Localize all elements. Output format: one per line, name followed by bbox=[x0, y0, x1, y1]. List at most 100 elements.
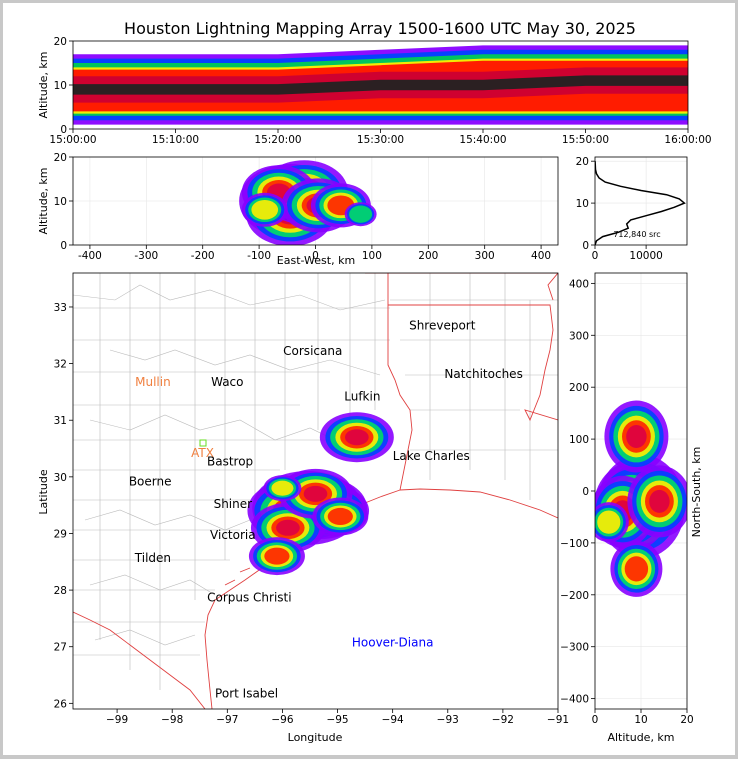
map-cell-4-ring-5 bbox=[276, 519, 300, 536]
map-cell-6-ring-4 bbox=[264, 547, 290, 565]
ew-ytick-label-0: 0 bbox=[60, 240, 67, 252]
city-label-0: Shreveport bbox=[409, 319, 476, 333]
east-west-y-ticks: 0 10 20 bbox=[54, 152, 73, 252]
county-lines bbox=[73, 273, 390, 690]
ns-ytick-label-1: −300 bbox=[560, 642, 589, 654]
ta-band-core-dark bbox=[73, 75, 688, 95]
ta-xtick-label-5: 15:50:00 bbox=[562, 134, 609, 146]
altitude-north-south-panel: 0 10 20 −400 −300 −200 −100 0 100 200 300 400 Alti… bbox=[560, 272, 703, 744]
map-ytick-label-3: 29 bbox=[54, 528, 67, 540]
ns-x-ticks: 0 10 20 bbox=[592, 709, 694, 726]
city-label-2: Mullin bbox=[135, 375, 171, 389]
ns-ytick-label-2: −200 bbox=[560, 590, 589, 602]
east-west-x-ticks: -400 -300 -200 -100 0 100 200 300 400 bbox=[78, 245, 551, 262]
ns-xtick-label-0: 0 bbox=[592, 714, 599, 726]
ns-cell-6-ring-3 bbox=[597, 510, 621, 534]
histogram-frame bbox=[594, 156, 688, 246]
city-label-9: Boerne bbox=[129, 474, 172, 488]
ew-xtick-label-6: 200 bbox=[418, 250, 438, 262]
ns-xlabel: Altitude, km bbox=[607, 731, 674, 744]
east-west-ylabel: Altitude, km bbox=[37, 167, 50, 234]
ta-xtick-label-0: 15:00:00 bbox=[49, 134, 96, 146]
ns-ytick-label-5: 100 bbox=[569, 434, 589, 446]
ta-ytick-label-1: 10 bbox=[54, 80, 67, 92]
east-west-xlabel: East-West, km bbox=[277, 254, 355, 267]
hist-xtick-label-0: 0 bbox=[592, 250, 599, 262]
city-label-13: Corpus Christi bbox=[207, 590, 292, 604]
map-content bbox=[73, 273, 558, 709]
city-labels: Shreveport Corsicana Mullin Waco Natchitoche… bbox=[129, 319, 523, 701]
hist-ytick-label-2: 20 bbox=[576, 156, 589, 168]
city-label-4: Natchitoches bbox=[444, 367, 522, 381]
figure-title: Houston Lightning Mapping Array 1500-160… bbox=[124, 19, 636, 38]
ns-ytick-label-7: 300 bbox=[569, 330, 589, 342]
ew-cell-7-ring-2 bbox=[349, 205, 373, 223]
ns-xtick-label-1: 10 bbox=[634, 714, 647, 726]
map-density bbox=[247, 412, 394, 576]
map-cell-9-ring-3 bbox=[271, 480, 294, 496]
ns-ylabel: North-South, km bbox=[690, 447, 703, 538]
time-altitude-y-ticks: 0 10 20 bbox=[54, 36, 73, 136]
hist-ytick-label-1: 10 bbox=[576, 198, 589, 210]
ns-cell-4-ring-5 bbox=[626, 424, 647, 449]
map-frame bbox=[72, 272, 559, 710]
plan-view-panel: Shreveport Corsicana Mullin Waco Natchitoche… bbox=[37, 272, 569, 744]
lma-figure: Houston Lightning Mapping Array 1500-160… bbox=[37, 19, 712, 744]
ta-ytick-label-2: 20 bbox=[54, 36, 67, 48]
map-cell-7-ring-5 bbox=[344, 429, 369, 446]
ta-xtick-label-2: 15:20:00 bbox=[254, 134, 301, 146]
time-altitude-density bbox=[73, 45, 688, 125]
city-label-12: Tilden bbox=[134, 551, 171, 565]
ns-ytick-label-6: 200 bbox=[569, 382, 589, 394]
map-xtick-label-4: −95 bbox=[326, 714, 348, 726]
parish-lines bbox=[390, 273, 558, 500]
map-cell-5-ring-5 bbox=[303, 485, 328, 502]
state-borders bbox=[365, 273, 558, 491]
histogram-x-ticks: 0 10000 bbox=[592, 245, 663, 262]
city-label-15: Port Isabel bbox=[215, 687, 278, 701]
time-altitude-x-ticks: 15:00:00 15:10:00 15:20:00 15:30:00 15:40:00… bbox=[49, 129, 712, 146]
map-xtick-label-7: −92 bbox=[492, 714, 514, 726]
city-label-8: Lake Charles bbox=[393, 449, 470, 463]
ta-xtick-label-1: 15:10:00 bbox=[152, 134, 199, 146]
hist-ytick-label-0: 0 bbox=[582, 240, 589, 252]
map-ytick-label-1: 27 bbox=[54, 642, 67, 654]
map-ytick-label-4: 30 bbox=[54, 472, 67, 484]
ta-xtick-label-4: 15:40:00 bbox=[459, 134, 506, 146]
map-ytick-label-0: 26 bbox=[54, 698, 68, 710]
east-west-density bbox=[239, 160, 377, 245]
city-label-11: Victoria bbox=[210, 528, 256, 542]
atx-radar-marker bbox=[199, 439, 207, 447]
map-y-ticks: 26 27 28 29 30 31 32 33 bbox=[54, 302, 73, 710]
time-altitude-panel: 15:00:00 15:10:00 15:20:00 15:30:00 15:40:00… bbox=[37, 36, 712, 146]
hist-xtick-label-1: 10000 bbox=[629, 250, 662, 262]
histogram-axes bbox=[595, 157, 687, 245]
ns-ytick-label-8: 400 bbox=[569, 278, 589, 290]
ew-xtick-label-2: -200 bbox=[191, 250, 215, 262]
ns-cell-3-ring-5 bbox=[649, 489, 670, 513]
ew-xtick-label-7: 300 bbox=[475, 250, 495, 262]
city-label-7: Bastrop bbox=[207, 455, 253, 469]
histogram-y-ticks: 0 10 20 bbox=[576, 156, 595, 252]
map-xtick-label-2: −97 bbox=[216, 714, 238, 726]
histogram-source-count: 712,840 src bbox=[613, 230, 660, 239]
ew-ytick-label-1: 10 bbox=[54, 196, 67, 208]
city-label-1: Corsicana bbox=[283, 344, 342, 358]
map-xtick-label-3: −96 bbox=[271, 714, 293, 726]
city-label-5: Lufkin bbox=[344, 389, 380, 403]
ta-ytick-label-0: 0 bbox=[60, 124, 67, 136]
city-label-10: Shiner bbox=[214, 497, 253, 511]
map-ytick-label-5: 31 bbox=[54, 415, 67, 427]
ns-ytick-label-4: 0 bbox=[582, 486, 589, 498]
altitude-histogram-panel: 0 10000 0 10 20 712,840 src bbox=[576, 156, 688, 262]
ta-xtick-label-6: 16:00:00 bbox=[664, 134, 711, 146]
ew-xtick-label-8: 400 bbox=[531, 250, 551, 262]
ew-xtick-label-1: -300 bbox=[134, 250, 158, 262]
map-xtick-label-6: −93 bbox=[437, 714, 459, 726]
ns-xtick-label-2: 20 bbox=[680, 714, 693, 726]
city-label-14: Hoover-Diana bbox=[352, 636, 434, 650]
figure-frame: Houston Lightning Mapping Array 1500-160… bbox=[3, 3, 735, 755]
ns-y-ticks: −400 −300 −200 −100 0 100 200 300 400 bbox=[560, 278, 595, 706]
map-cell-8-ring-4 bbox=[327, 507, 353, 526]
map-xtick-label-0: −99 bbox=[106, 714, 128, 726]
